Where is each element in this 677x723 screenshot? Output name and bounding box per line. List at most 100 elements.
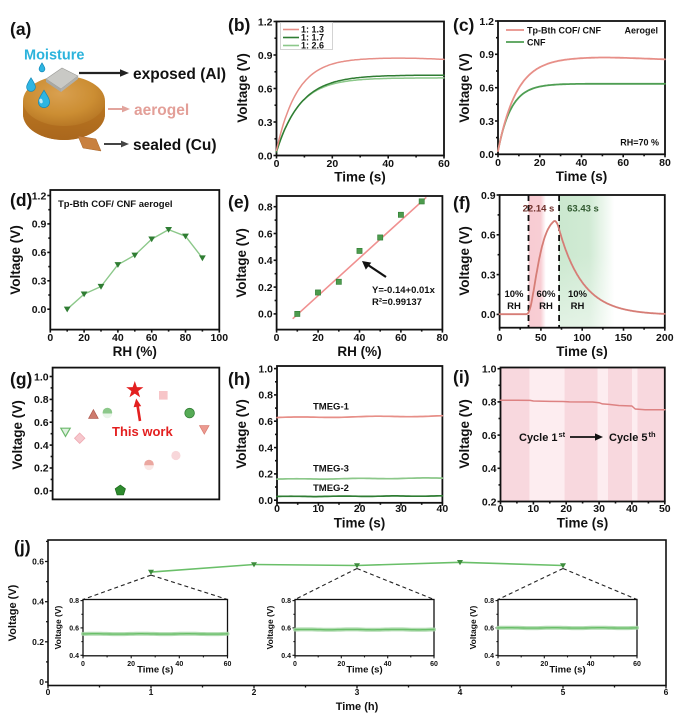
svg-text:80: 80 (659, 157, 671, 169)
svg-text:0.6: 0.6 (479, 82, 494, 94)
svg-text:200: 200 (656, 332, 674, 344)
svg-text:0.6: 0.6 (484, 626, 494, 633)
svg-text:20: 20 (326, 158, 338, 170)
svg-text:0: 0 (274, 158, 280, 170)
svg-text:0: 0 (497, 332, 503, 344)
svg-text:Moisture: Moisture (24, 48, 84, 64)
svg-text:(f): (f) (453, 193, 470, 213)
svg-text:RH (%): RH (%) (337, 344, 381, 359)
svg-text:100: 100 (211, 332, 229, 344)
svg-text:(a): (a) (10, 19, 31, 39)
svg-text:20: 20 (312, 332, 324, 344)
svg-text:0: 0 (274, 503, 280, 515)
svg-text:0: 0 (81, 661, 85, 668)
svg-text:0.3: 0.3 (32, 276, 47, 288)
svg-text:0.0: 0.0 (258, 150, 273, 162)
svg-text:0.0: 0.0 (481, 309, 496, 321)
svg-text:1.2: 1.2 (258, 16, 273, 28)
svg-text:10: 10 (313, 503, 325, 515)
svg-text:60: 60 (430, 661, 438, 668)
svg-text:Voltage (V): Voltage (V) (457, 53, 472, 123)
svg-text:(d): (d) (10, 190, 32, 210)
svg-text:40: 40 (382, 158, 394, 170)
svg-text:4: 4 (458, 687, 463, 697)
svg-text:5: 5 (561, 687, 566, 697)
svg-text:0.2: 0.2 (258, 282, 273, 294)
svg-text:40: 40 (175, 661, 183, 668)
svg-text:This work: This work (112, 424, 173, 439)
svg-text:0.2: 0.2 (258, 469, 273, 481)
svg-text:0.3: 0.3 (258, 117, 273, 129)
svg-text:Voltage (V): Voltage (V) (53, 605, 63, 649)
svg-text:Voltage (V): Voltage (V) (234, 228, 249, 298)
svg-text:(j): (j) (14, 537, 31, 557)
svg-text:0: 0 (46, 687, 51, 697)
svg-text:0.6: 0.6 (34, 417, 49, 429)
svg-text:0.0: 0.0 (258, 495, 273, 507)
svg-text:0.4: 0.4 (69, 653, 79, 660)
svg-text:st: st (559, 430, 566, 439)
svg-text:40: 40 (384, 661, 392, 668)
svg-text:0.6: 0.6 (482, 430, 497, 442)
svg-text:RH=70 %: RH=70 % (620, 138, 659, 148)
svg-text:0.4: 0.4 (482, 463, 497, 475)
svg-text:Tp-Bth COF/ CNF: Tp-Bth COF/ CNF (527, 26, 601, 36)
svg-text:0.0: 0.0 (479, 149, 494, 161)
svg-text:30: 30 (593, 503, 605, 515)
svg-text:20: 20 (127, 661, 135, 668)
svg-text:0: 0 (495, 157, 501, 169)
svg-text:0.9: 0.9 (258, 50, 273, 62)
svg-text:50: 50 (659, 503, 671, 515)
svg-text:exposed (Al): exposed (Al) (133, 66, 226, 83)
svg-text:Voltage (V): Voltage (V) (457, 226, 472, 296)
svg-text:Time (s): Time (s) (346, 664, 382, 675)
svg-text:Voltage (V): Voltage (V) (10, 400, 25, 470)
svg-text:(g): (g) (10, 369, 32, 389)
svg-text:0.8: 0.8 (258, 202, 273, 214)
svg-text:150: 150 (615, 332, 633, 344)
svg-text:80: 80 (180, 332, 192, 344)
svg-text:(h): (h) (228, 369, 250, 389)
svg-text:CNF: CNF (527, 38, 546, 48)
svg-text:Voltage (V): Voltage (V) (7, 584, 19, 641)
svg-text:10%: 10% (568, 289, 588, 300)
svg-text:2: 2 (252, 687, 257, 697)
svg-text:60: 60 (617, 157, 629, 169)
svg-text:0: 0 (498, 503, 504, 515)
svg-text:0.8: 0.8 (281, 598, 291, 605)
svg-text:0.6: 0.6 (69, 626, 79, 633)
svg-text:0.6: 0.6 (32, 557, 44, 567)
svg-text:aerogel: aerogel (134, 102, 189, 119)
svg-text:0.6: 0.6 (258, 228, 273, 240)
svg-text:Voltage (V): Voltage (V) (457, 399, 472, 469)
svg-text:63.43 s: 63.43 s (567, 204, 599, 215)
svg-text:20: 20 (560, 503, 572, 515)
svg-text:60: 60 (633, 661, 641, 668)
svg-text:60: 60 (438, 158, 450, 170)
svg-text:10%: 10% (504, 289, 524, 300)
svg-text:0.6: 0.6 (481, 230, 496, 242)
svg-text:0.0: 0.0 (258, 309, 273, 321)
svg-text:Voltage (V): Voltage (V) (468, 605, 478, 649)
svg-text:Tp-Bth COF/ CNF aerogel: Tp-Bth COF/ CNF aerogel (58, 199, 173, 210)
svg-text:0.3: 0.3 (481, 269, 496, 281)
svg-text:0.4: 0.4 (258, 255, 273, 267)
svg-text:1.0: 1.0 (258, 363, 273, 375)
svg-text:0: 0 (293, 661, 297, 668)
svg-text:0.6: 0.6 (258, 416, 273, 428)
svg-text:3: 3 (355, 687, 360, 697)
svg-text:1.2: 1.2 (32, 190, 47, 202)
svg-text:20: 20 (540, 661, 548, 668)
svg-text:40: 40 (437, 503, 449, 515)
svg-text:10: 10 (528, 503, 540, 515)
svg-text:0.8: 0.8 (482, 397, 497, 409)
svg-text:0.2: 0.2 (32, 637, 44, 647)
svg-text:60: 60 (146, 332, 158, 344)
svg-text:20: 20 (354, 503, 366, 515)
svg-text:0.6: 0.6 (32, 247, 47, 259)
svg-text:0.6: 0.6 (281, 626, 291, 633)
svg-text:Aerogel: Aerogel (624, 26, 658, 36)
svg-text:Voltage (V): Voltage (V) (235, 53, 250, 123)
svg-text:30: 30 (395, 503, 407, 515)
svg-text:0.4: 0.4 (34, 440, 49, 452)
